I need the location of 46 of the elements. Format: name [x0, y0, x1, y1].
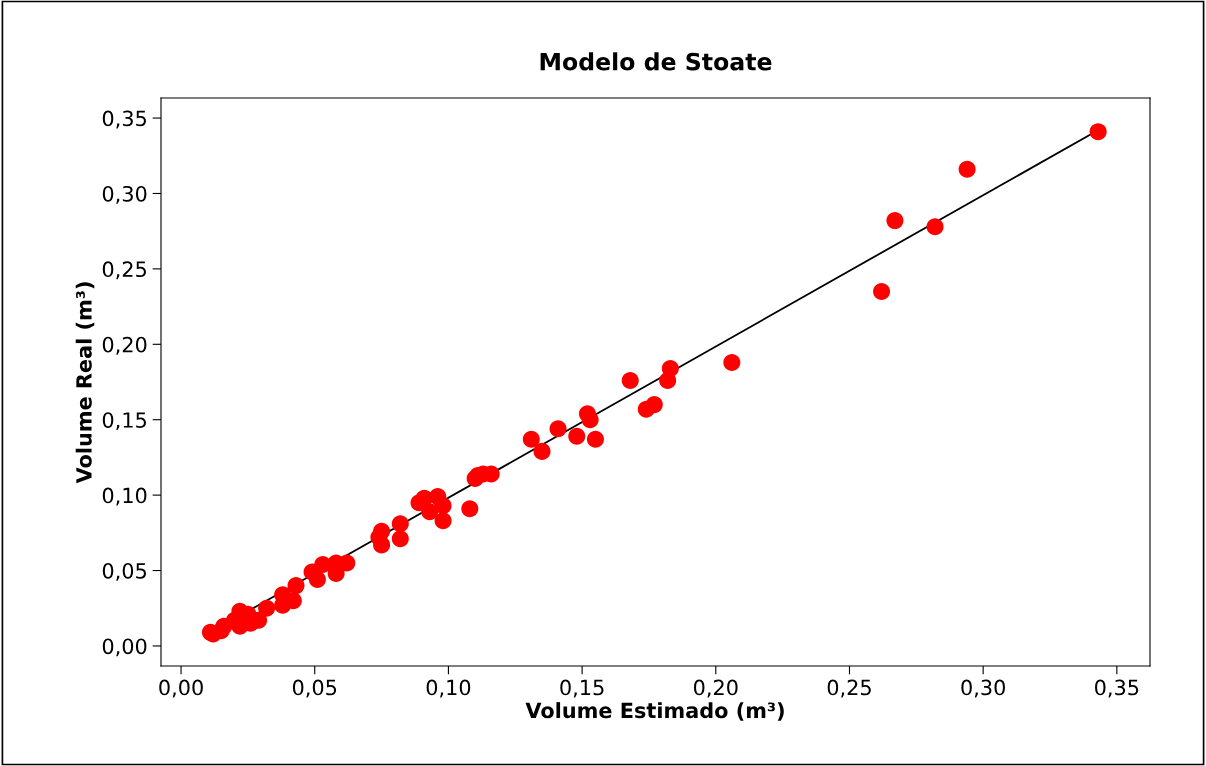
y-tick-label: 0,25	[102, 261, 146, 280]
x-tick-label: 0,25	[827, 679, 871, 698]
y-tick-label: 0,05	[102, 562, 146, 581]
x-axis-title: Volume Estimado (m³)	[525, 702, 784, 721]
point	[522, 430, 540, 448]
y-tick-label: 0,00	[102, 638, 147, 657]
x-tick-label: 0,05	[292, 679, 337, 698]
x-tick-label: 0,20	[693, 679, 738, 698]
point	[568, 427, 586, 445]
point	[258, 599, 276, 617]
point	[1089, 123, 1107, 141]
y-axis-title: Volume Real (m³)	[75, 282, 95, 484]
point	[873, 283, 891, 301]
point	[434, 512, 452, 530]
point	[461, 500, 479, 518]
y-tick-label: 0,35	[102, 110, 146, 129]
point	[287, 577, 305, 595]
point	[581, 411, 599, 429]
point	[926, 218, 944, 236]
point	[621, 371, 639, 389]
point	[391, 530, 409, 548]
point	[549, 420, 567, 438]
point	[586, 430, 604, 448]
x-tick-label: 0,15	[560, 679, 604, 698]
point	[421, 503, 439, 521]
point	[215, 617, 233, 635]
x-tick-label: 0,00	[159, 679, 203, 698]
point	[886, 212, 904, 230]
y-tick-label: 0,10	[102, 487, 147, 506]
point	[533, 442, 551, 460]
point	[723, 353, 741, 371]
y-tick-label: 0,15	[102, 412, 146, 431]
point	[308, 571, 326, 589]
y-tick-label: 0,20	[102, 336, 147, 355]
point	[466, 470, 484, 488]
point	[370, 528, 388, 546]
x-tick-label: 0,35	[1095, 679, 1139, 698]
point	[659, 371, 677, 389]
x-tick-label: 0,10	[426, 679, 471, 698]
point	[391, 515, 409, 533]
x-tick-label: 0,30	[961, 679, 1005, 698]
point	[958, 160, 976, 178]
chart-title: Modelo de Stoate	[540, 52, 772, 71]
y-tick-label: 0,30	[102, 185, 147, 204]
point	[434, 497, 452, 515]
point	[637, 400, 655, 418]
